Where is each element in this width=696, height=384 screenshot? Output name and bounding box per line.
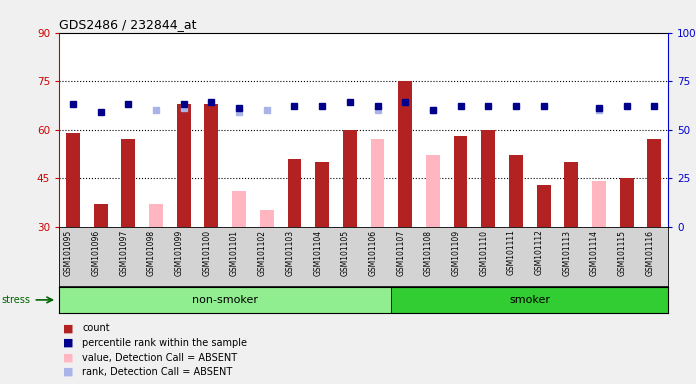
- Text: ■: ■: [63, 367, 73, 377]
- Bar: [398, 81, 412, 227]
- Text: GDS2486 / 232844_at: GDS2486 / 232844_at: [59, 18, 197, 31]
- Bar: [59, 287, 391, 313]
- Text: stress: stress: [1, 295, 31, 305]
- Bar: [177, 104, 191, 227]
- Bar: [287, 159, 301, 227]
- Bar: [454, 136, 468, 227]
- Bar: [343, 130, 357, 227]
- Bar: [564, 162, 578, 227]
- Text: GSM101099: GSM101099: [175, 230, 184, 276]
- Text: non-smoker: non-smoker: [192, 295, 258, 305]
- Bar: [426, 156, 440, 227]
- Bar: [537, 185, 551, 227]
- Bar: [94, 204, 108, 227]
- Text: GSM101114: GSM101114: [590, 230, 599, 276]
- Bar: [482, 130, 495, 227]
- Bar: [509, 156, 523, 227]
- Text: GSM101102: GSM101102: [258, 230, 267, 276]
- Text: GSM101110: GSM101110: [480, 230, 488, 276]
- Text: ■: ■: [63, 338, 73, 348]
- Text: GSM101116: GSM101116: [645, 230, 654, 276]
- Text: GSM101109: GSM101109: [452, 230, 461, 276]
- Text: GSM101113: GSM101113: [562, 230, 571, 276]
- Text: percentile rank within the sample: percentile rank within the sample: [82, 338, 247, 348]
- Text: GSM101111: GSM101111: [507, 230, 516, 275]
- Bar: [315, 162, 329, 227]
- Bar: [260, 210, 274, 227]
- Text: ■: ■: [63, 353, 73, 362]
- Bar: [592, 181, 606, 227]
- Text: value, Detection Call = ABSENT: value, Detection Call = ABSENT: [82, 353, 237, 362]
- Text: GSM101115: GSM101115: [617, 230, 626, 276]
- Text: GSM101108: GSM101108: [424, 230, 433, 276]
- Bar: [370, 139, 384, 227]
- Text: GSM101101: GSM101101: [230, 230, 239, 276]
- Text: GSM101100: GSM101100: [203, 230, 212, 276]
- Bar: [205, 104, 219, 227]
- Bar: [177, 104, 191, 227]
- Text: GSM101095: GSM101095: [64, 230, 73, 276]
- Text: GSM101103: GSM101103: [285, 230, 294, 276]
- Text: GSM101105: GSM101105: [341, 230, 350, 276]
- Text: GSM101098: GSM101098: [147, 230, 156, 276]
- Text: GSM101106: GSM101106: [368, 230, 377, 276]
- Bar: [121, 139, 135, 227]
- Bar: [66, 133, 80, 227]
- Bar: [232, 191, 246, 227]
- Text: GSM101112: GSM101112: [535, 230, 544, 275]
- Text: GSM101107: GSM101107: [396, 230, 405, 276]
- Text: GSM101104: GSM101104: [313, 230, 322, 276]
- Text: count: count: [82, 323, 110, 333]
- Text: smoker: smoker: [509, 295, 551, 305]
- Text: rank, Detection Call = ABSENT: rank, Detection Call = ABSENT: [82, 367, 232, 377]
- Bar: [619, 178, 633, 227]
- Text: GSM101096: GSM101096: [92, 230, 101, 276]
- Text: ■: ■: [63, 323, 73, 333]
- Text: GSM101097: GSM101097: [120, 230, 128, 276]
- Bar: [391, 287, 668, 313]
- Bar: [647, 139, 661, 227]
- Bar: [149, 204, 163, 227]
